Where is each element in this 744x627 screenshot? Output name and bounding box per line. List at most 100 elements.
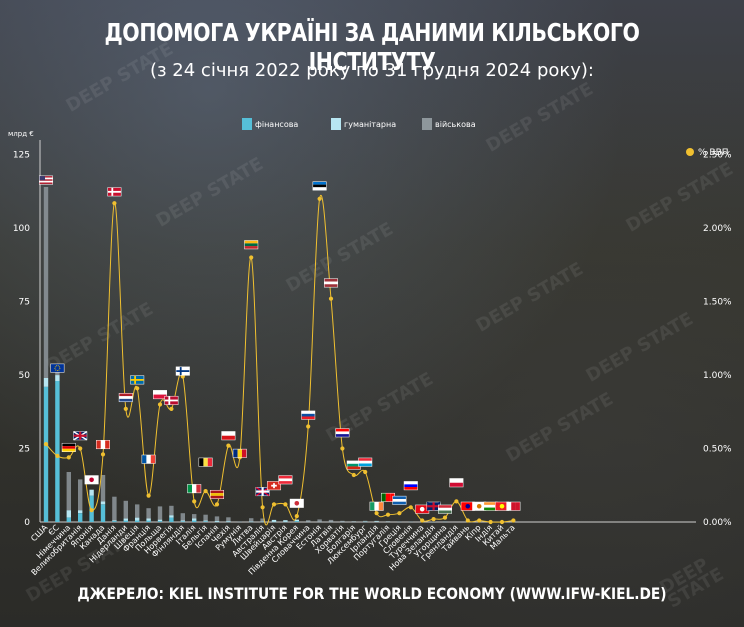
flag-cross [164, 399, 178, 402]
y2-tick-label: 1.50% [703, 298, 732, 308]
gdp-point [340, 446, 345, 451]
flag-stripe [221, 435, 235, 440]
bar-segment [112, 521, 117, 522]
gdp-point [203, 489, 208, 494]
flag-stripe [484, 502, 498, 505]
flag-stripe [511, 502, 516, 511]
flag-cross [130, 378, 144, 381]
y2-axis-label: % ВВП [698, 148, 729, 158]
flag-stripe [62, 448, 76, 452]
flag-disc [476, 503, 482, 509]
gdp-point [328, 296, 334, 301]
bar-segment [157, 521, 163, 522]
gdp-point [306, 424, 311, 429]
gdp-point [135, 386, 140, 391]
gdp-point [100, 452, 106, 457]
bar-segment [78, 510, 83, 514]
flag-cross [256, 490, 270, 493]
flag-stripe [210, 490, 224, 494]
bar-segment [169, 517, 174, 522]
legend-label: військова [435, 120, 476, 129]
bar-segment [294, 521, 299, 522]
flag-field [50, 364, 64, 373]
bar-segment [146, 508, 151, 519]
flag-stars [54, 365, 61, 372]
bar-segment [180, 513, 185, 521]
flag-stripe [142, 455, 147, 464]
chart-axes: млрд € 0 25 50 75 100 125 0.00% 0.50% 1.00% 1.50% 2… [8, 130, 732, 528]
bar-segment [306, 520, 311, 522]
flag-disc [294, 501, 300, 506]
bar-segment [123, 500, 128, 519]
flag-19 [255, 486, 270, 497]
bar-segment [374, 521, 379, 522]
flag-stripe [96, 440, 101, 449]
gdp-line [43, 194, 516, 526]
y-tick-label: 25 [19, 445, 30, 455]
category-label: США [29, 523, 50, 544]
flag-10 [153, 390, 167, 400]
bar-segment [135, 504, 140, 518]
flag-stripe [119, 393, 133, 397]
flag-stripe [381, 493, 386, 502]
flag-canton [39, 176, 45, 181]
bar-segment [363, 520, 368, 522]
flag-stripe [515, 502, 520, 511]
flag-stripe [484, 504, 498, 508]
flag-disc [499, 503, 505, 509]
y2-tick-label: 0.50% [703, 445, 732, 455]
flag-stripe [241, 449, 247, 458]
gdp-point [351, 472, 356, 478]
bar-segment [100, 501, 106, 505]
flag-stripe [438, 505, 452, 508]
flag-stripe [203, 458, 208, 467]
flag-cross [107, 190, 121, 193]
gdp-point [146, 493, 151, 498]
gdp-point [249, 255, 254, 260]
gdp-point [89, 508, 94, 513]
y2-tick-label: 0.00% [703, 518, 732, 528]
flag-stripe [347, 466, 361, 470]
flag-stripe [39, 177, 53, 180]
flag-stripe [378, 502, 384, 511]
flag-9 [141, 454, 156, 464]
bar-segment [180, 520, 185, 522]
flag-stripe [105, 440, 110, 449]
flag-3 [73, 431, 88, 441]
flag-stripe [244, 246, 258, 249]
bar-segment [385, 521, 391, 522]
flag-stripe [506, 502, 512, 511]
bar-segment [123, 518, 128, 521]
flag-stripe [313, 181, 327, 185]
bar-segment [203, 521, 208, 522]
flag-35 [438, 504, 452, 514]
flag-disc [465, 503, 471, 509]
bar-segment [192, 520, 197, 522]
bar-segment [112, 496, 117, 521]
flag-cross [176, 370, 190, 372]
gdp-point [477, 518, 482, 523]
flag-stripe [438, 507, 452, 511]
gdp-point [226, 443, 231, 448]
bar-segment [89, 489, 94, 496]
flag-14 [198, 457, 213, 467]
flag-6 [107, 187, 122, 197]
flag-stripe [358, 458, 372, 461]
flag-31 [392, 495, 407, 505]
gdp-point [454, 499, 459, 504]
gdp-point [363, 469, 368, 475]
flag-stripe [210, 493, 224, 496]
flag-stripe [207, 458, 213, 467]
bar-segment [214, 516, 220, 521]
gdp-point [43, 442, 49, 447]
page-title: ДОПОМОГА УКРАЇНІ ЗА ДАНИМИ КІЛЬСЬКОГО ІН… [104, 18, 640, 76]
gdp-point [317, 196, 322, 201]
flag-stripe [484, 507, 498, 511]
bar-segment [66, 472, 71, 511]
bar-segment [249, 518, 254, 522]
bar-segment [271, 519, 277, 522]
gdp-point [112, 201, 117, 206]
flag-stripe [237, 449, 242, 458]
bar-segment [317, 519, 322, 522]
